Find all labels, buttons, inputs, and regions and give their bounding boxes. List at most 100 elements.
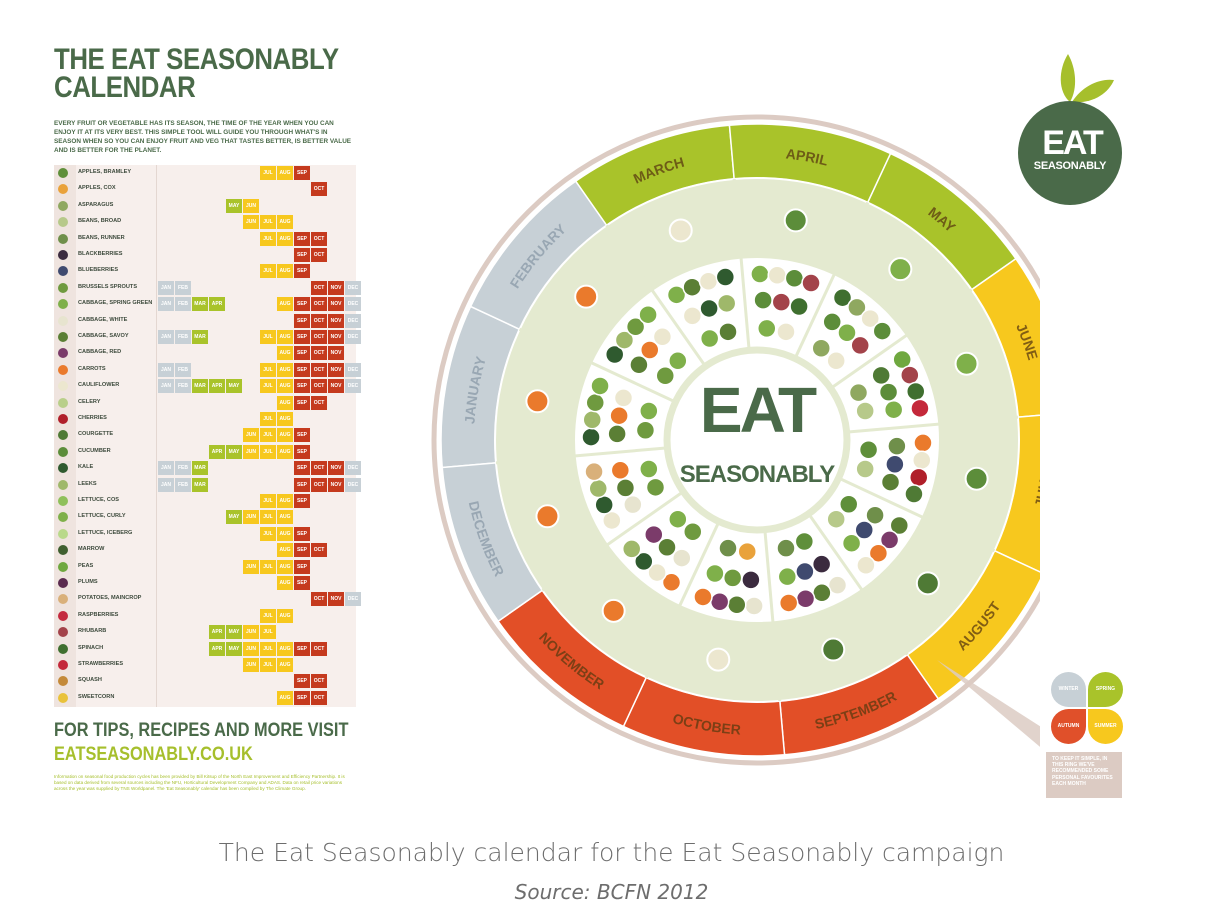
produce-icon [855,459,875,479]
produce-name: RASPBERRIES [78,611,119,618]
produce-thumbnail-icon [58,528,68,539]
produce-icon [847,297,867,318]
table-row: BLACKBERRIES SEP OCT [54,247,356,263]
season-cell-autumn: SEP [294,231,310,246]
produce-name: BLACKBERRIES [78,251,123,257]
month-label: JULY [1031,472,1040,509]
produce-thumbnail-icon [58,512,68,523]
season-cell-summer: AUG [277,346,293,361]
produce-name: CABBAGE, RED [78,349,122,356]
produce-icon [629,355,649,375]
produce-icon [778,593,799,613]
produce-icon [709,591,730,612]
season-cell-summer: AUG [277,510,293,525]
produce-icon [666,285,687,305]
produce-icon [744,596,764,616]
column-divider [156,165,157,707]
season-cell-summer: JUL [260,658,276,672]
table-row: ASPARAGUS MAY JUN [54,198,356,214]
produce-icon [682,277,702,297]
produce-icon [892,349,912,370]
table-row: LETTUCE, COS JUL AUG SEP [54,493,356,509]
produce-thumbnail-icon [58,250,68,260]
produce-name: BRUSSELS SPROUTS [78,283,138,290]
produce-icon [634,551,654,572]
produce-name: MARROW [78,546,105,553]
produce-thumbnail-icon [58,479,68,490]
poster-title: THE EAT SEASONABLY CALENDAR [54,45,364,104]
season-cell-summer: JUN [243,215,259,230]
produce-ring-edge [571,254,943,626]
season-cell-winter: DEC [345,297,361,312]
produce-icon [737,541,757,562]
produce-icon [623,494,643,515]
season-cell-winter: JAN [158,280,174,295]
produce-icon [811,554,832,574]
produce-icon [610,460,631,481]
produce-icon [832,287,853,308]
produce-thumbnail-icon [58,184,68,195]
produce-icon [794,531,815,552]
favourite-produce-icon [668,218,693,243]
produce-thumbnail-icon [58,610,68,621]
season-cell-autumn: SEP [294,526,310,541]
produce-name: CABBAGE, SAVOY [78,333,129,339]
title-line-2: CALENDAR [54,71,196,104]
season-wheel: JANUARYFEBRUARYMARCHAPRILMAYJUNEJULYAUGU… [431,114,1040,766]
legend-summer: SUMMER [1088,709,1123,744]
footnote: Information on seasonal food production … [54,774,345,792]
season-cell-autumn: SEP [294,559,310,574]
produce-name: LETTUCE, COS [78,497,120,503]
season-cell-autumn: SEP [294,248,310,262]
season-cell-summer: JUL [260,444,276,459]
produce-thumbnail-icon [58,381,68,392]
season-cell-autumn: OCT [311,362,327,377]
produce-icon [908,467,929,488]
season-cell-winter: DEC [345,313,361,328]
wheel-divider [644,520,721,679]
logo-word-eat: EAT [1042,124,1103,162]
season-cell-autumn: OCT [311,543,327,558]
table-row: MARROW AUG SEP OCT [54,542,356,558]
season-cell-winter: DEC [345,280,361,295]
produce-icon [594,495,614,515]
produce-icon [858,440,879,460]
produce-icon [868,543,889,563]
favourite-produce-icon [888,257,913,282]
season-cell-autumn: SEP [294,379,310,394]
table-row: BLUEBERRIES JUL AUG SEP [54,263,356,279]
produce-name: PEAS [78,562,94,569]
logo-word-seasonably: SEASONABLY [1033,160,1107,172]
produce-name: BEANS, RUNNER [78,234,125,241]
season-cell-spring: MAR [192,461,208,476]
produce-icon [590,376,610,396]
season-cell-summer: AUG [277,608,293,623]
wheel-center-seasonably: SEASONABLY [680,461,835,488]
wheel-hub [663,346,851,534]
season-cell-autumn: SEP [294,444,310,459]
produce-thumbnail-icon [58,168,68,178]
season-cell-spring: APR [209,297,225,312]
produce-name-column [76,165,156,707]
produce-name: STRAWBERRIES [78,661,124,667]
produce-icon [753,290,773,310]
produce-icon [860,308,880,329]
produce-icon [639,459,659,479]
season-cell-winter: JAN [158,379,174,394]
produce-name: SWEETCORN [78,693,115,700]
season-cell-autumn: NOV [328,362,344,377]
season-cell-winter: JAN [158,461,174,476]
season-cell-autumn: SEP [294,494,310,508]
produce-icon [855,401,875,421]
season-cell-winter: JAN [158,297,174,312]
produce-icon [856,555,876,576]
table-row: LEEKS JAN FEB MAR SEP OCT NOV DEC [54,477,361,493]
season-cell-summer: JUN [243,658,259,672]
produce-icon [837,323,857,343]
produce-thumbnail-icon [58,643,68,654]
table-row: LETTUCE, CURLY MAY JUN JUL AUG [54,509,356,525]
season-cell-spring: MAY [226,641,242,656]
season-cell-autumn: SEP [294,690,310,705]
produce-icon [645,477,666,498]
table-row: CABBAGE, WHITE SEP OCT NOV DEC [54,313,361,329]
